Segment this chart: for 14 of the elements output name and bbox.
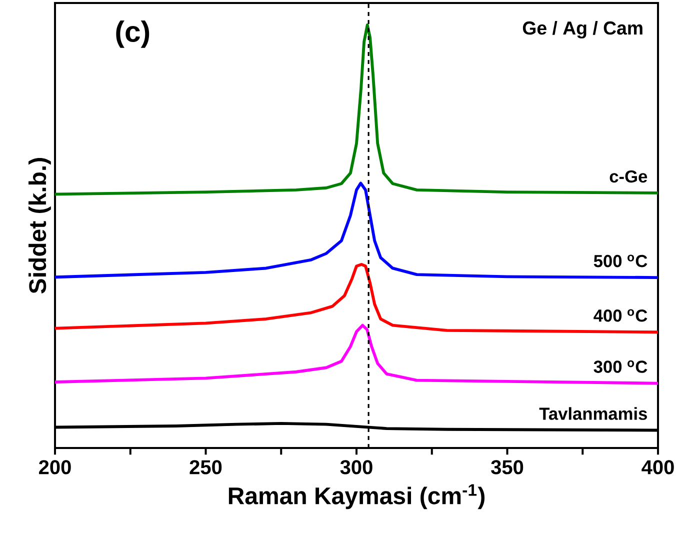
x-tick-label: 200 [39,460,71,474]
x-tick-label: 350 [491,460,524,474]
y-axis-title: Siddet (k.b.) [28,158,51,294]
x-axis-title: Raman Kaymasi (cm$^{-1}$) [228,484,484,510]
series-label: 400 $^{o}$C [594,309,648,322]
series-label: 500 $^{o}$C [594,254,648,268]
annotation: Ge / Ag / Cam [522,20,642,38]
x-tick-label: 300 [340,460,372,474]
series-label: 300 $^{o}$C [594,360,648,373]
x-tick-label: 250 [190,460,222,474]
series-label: c-Ge [610,170,648,183]
annotation: (c) [116,20,150,48]
x-tick-label: 400 [642,460,674,474]
series-label: Tavlanmamis [539,407,647,420]
